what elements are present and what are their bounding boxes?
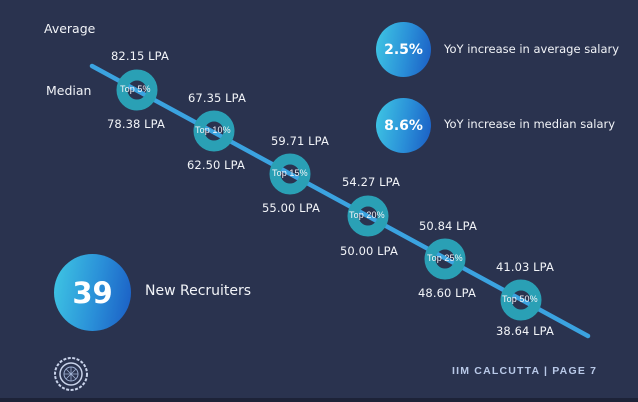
tier-ring-top-50 [500, 279, 542, 321]
average-value-label: 54.27 LPA [342, 175, 400, 189]
footer-page-label: IIM CALCUTTA | PAGE 7 [452, 365, 598, 377]
average-value-label: 82.15 LPA [111, 49, 169, 63]
tier-ring-top-10 [193, 110, 235, 152]
tier-ring-top-5 [116, 69, 158, 111]
tier-label: Top 5% [120, 84, 151, 94]
median-value-label: 48.60 LPA [418, 286, 476, 300]
tier-label: Top 25% [427, 253, 463, 263]
median-yoy-value: 8.6% [384, 117, 423, 134]
median-value-label: 50.00 LPA [340, 244, 398, 258]
recruiters-circle: 39 [54, 254, 131, 331]
average-value-label: 67.35 LPA [188, 91, 246, 105]
median-legend-label: Median [46, 83, 92, 98]
bottom-strip [0, 398, 638, 402]
median-value-label: 55.00 LPA [262, 201, 320, 215]
average-value-label: 41.03 LPA [496, 260, 554, 274]
tier-label: Top 50% [502, 294, 538, 304]
average-yoy-circle: 2.5% [376, 22, 431, 77]
iim-calcutta-logo-icon [54, 357, 88, 391]
tier-label: Top 20% [349, 210, 385, 220]
tier-ring-top-25 [424, 238, 466, 280]
tier-label: Top 10% [195, 125, 231, 135]
median-yoy-text: YoY increase in median salary [444, 117, 616, 131]
median-value-label: 62.50 LPA [187, 158, 245, 172]
median-value-label: 38.64 LPA [496, 324, 554, 338]
tier-ring-top-20 [347, 195, 389, 237]
tier-ring-top-15 [269, 153, 311, 195]
tier-label: Top 15% [272, 168, 308, 178]
recruiters-value: 39 [72, 275, 113, 310]
average-value-label: 50.84 LPA [419, 219, 477, 233]
recruiters-text: New Recruiters [145, 283, 252, 299]
average-value-label: 59.71 LPA [271, 134, 329, 148]
average-yoy-text: YoY increase in average salary [444, 42, 620, 56]
median-yoy-circle: 8.6% [376, 98, 431, 153]
median-value-label: 78.38 LPA [107, 117, 165, 131]
average-legend-label: Average [44, 21, 96, 36]
average-yoy-value: 2.5% [384, 41, 423, 58]
